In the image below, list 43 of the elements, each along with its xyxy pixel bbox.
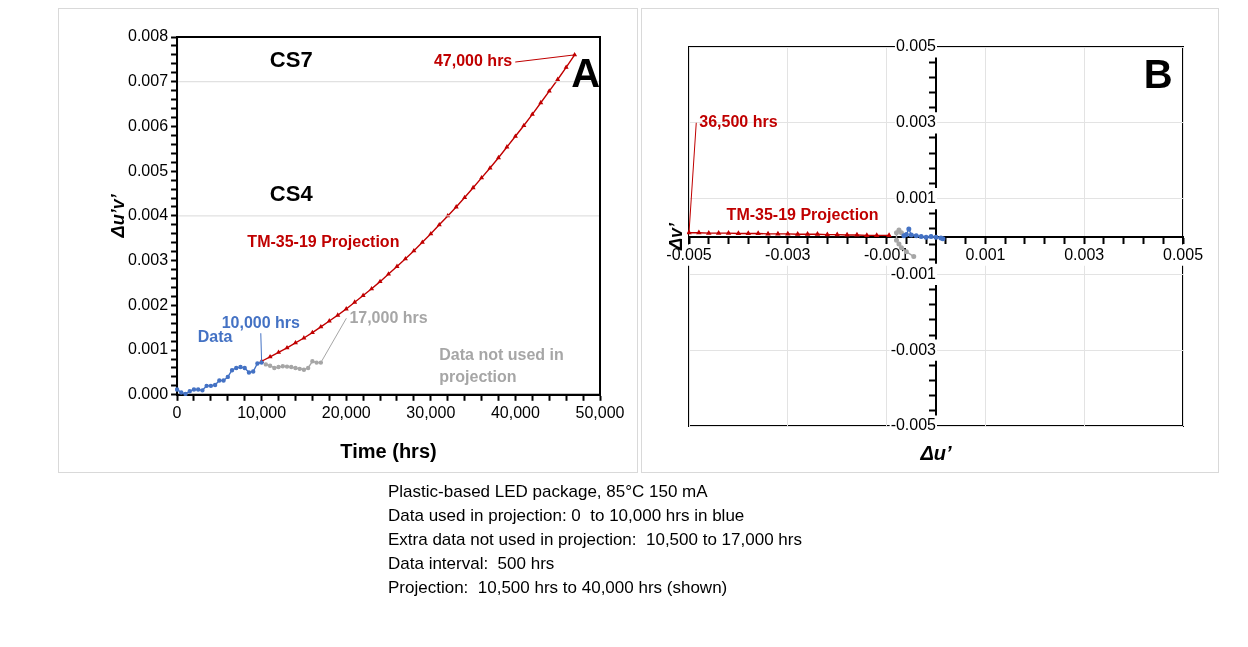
text: Data used in projection: 0 to 10,000 hrs in blue: [388, 505, 746, 527]
x-tick-label: 0.003: [1064, 245, 1105, 263]
ref-line-label: CS7: [269, 46, 313, 72]
y-tick-label: 0.005: [127, 161, 169, 179]
annotation: 47,000 hrs: [433, 52, 513, 70]
x-tick-label: 40,000: [490, 403, 540, 421]
y-tick-label: 0.004: [127, 206, 169, 224]
y-tick-label: 0.006: [127, 116, 169, 134]
text: Data not used in projection: [439, 345, 564, 385]
text: Extra data not used in projection: 10,500 to 17,000 hrs: [388, 529, 803, 551]
y-tick-label: 0.000: [127, 385, 169, 403]
y-tick-label: 0.007: [127, 72, 169, 90]
x-tick-label: -0.001: [863, 245, 910, 263]
y-tick-label: 0.005: [895, 37, 937, 55]
annotation: 17,000 hrs: [349, 308, 428, 326]
annotation: B: [1143, 52, 1173, 97]
y-tick-label: 0.001: [127, 340, 169, 358]
y-tick-label: 0.002: [127, 295, 169, 313]
series-label: TM-35-19 Projection: [247, 233, 400, 251]
text: Projection: 10,500 hrs to 40,000 hrs (shown): [388, 577, 729, 599]
x-tick-label: -0.003: [765, 245, 811, 263]
annotation: 36,500 hrs: [699, 113, 778, 131]
series-label: TM-35-19 Projection: [726, 206, 879, 224]
x-tick-label: 20,000: [321, 403, 371, 421]
y-axis-title: Δu’v’: [108, 193, 129, 239]
x-axis-title: Time (hrs): [340, 440, 437, 463]
y-tick-label: 0.008: [127, 27, 169, 45]
x-axis-title: Δu’: [919, 441, 953, 464]
y-tick-label: -0.001: [890, 264, 937, 282]
text: Data interval: 500 hrs: [388, 553, 556, 575]
x-tick-label: 50,000: [575, 403, 625, 421]
text: Plastic-based LED package, 85°C 150 mA: [388, 481, 709, 503]
y-tick-label: 0.003: [895, 113, 937, 131]
y-tick-label: 0.001: [895, 189, 937, 207]
x-tick-label: 0.001: [965, 245, 1006, 263]
y-tick-label: -0.005: [890, 416, 937, 434]
x-tick-label: 0.005: [1162, 245, 1204, 263]
x-tick-label: 30,000: [406, 403, 456, 421]
ref-line-label: CS4: [269, 180, 314, 206]
y-tick-label: -0.003: [890, 340, 937, 358]
x-tick-label: 0: [172, 403, 182, 421]
annotation: A: [571, 51, 601, 96]
x-tick-label: 10,000: [237, 403, 287, 421]
